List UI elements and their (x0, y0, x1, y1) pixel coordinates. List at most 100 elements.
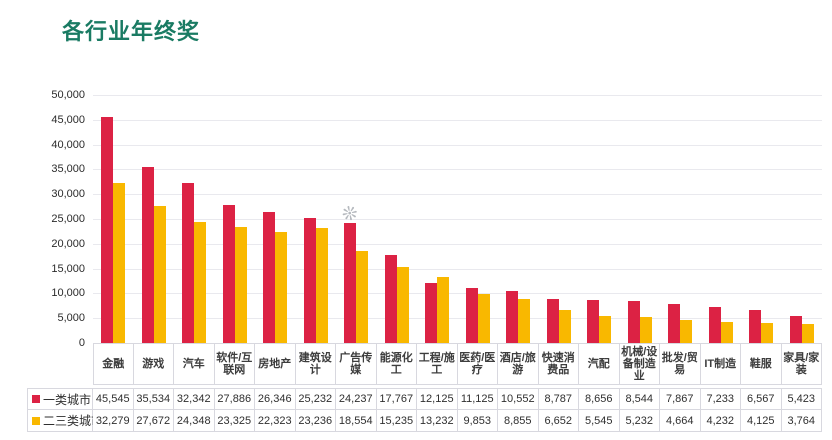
bar-series1-12 (587, 300, 600, 343)
table-value-s1-c10: 10,552 (498, 388, 539, 410)
table-value-s2-c6: 18,554 (336, 410, 377, 432)
table-row-series2: 二三类城市 32,279 27,672 24,348 23,325 22,323 23,23… (27, 410, 822, 432)
category-label-4: 房地产 (255, 343, 296, 385)
table-value-s2-c11: 6,652 (538, 410, 579, 432)
category-label-7: 能源化工 (376, 343, 417, 385)
y-axis-tick-label: 25,000 (51, 213, 85, 225)
bar-series2-14 (680, 319, 693, 343)
gridline (93, 169, 822, 171)
y-axis-tick-label: 50,000 (51, 89, 85, 101)
category-label-11: 快速消费品 (538, 343, 579, 385)
gridline (93, 119, 822, 121)
y-axis-tick-label: 45,000 (51, 113, 85, 126)
table-value-s1-c8: 12,125 (417, 388, 458, 410)
bar-series2-0 (113, 182, 126, 343)
bar-series2-4 (275, 232, 288, 343)
bar-series2-10 (518, 299, 531, 343)
category-label-5: 建筑设计 (295, 343, 336, 385)
bar-series1-7 (384, 254, 397, 343)
legend-label: 二三类城市 (43, 414, 104, 428)
table-value-s2-c17: 3,764 (781, 410, 822, 432)
bar-series2-13 (639, 317, 652, 343)
y-axis-tick-label: 20,000 (51, 237, 85, 250)
table-value-s1-c2: 32,342 (174, 388, 215, 410)
category-label-2: 汽车 (174, 343, 215, 385)
bar-series1-16 (749, 310, 762, 343)
bar-series1-17 (789, 316, 802, 343)
bar-series2-6 (356, 250, 369, 343)
y-axis-tick-label: 30,000 (51, 188, 85, 201)
category-label-10: 酒店/旅游 (498, 343, 539, 385)
bar-series1-10 (506, 290, 519, 343)
bar-series1-2 (182, 182, 195, 343)
bar-series1-15 (708, 307, 721, 343)
y-axis-tick-label: 0 (78, 337, 85, 349)
bar-series1-11 (546, 299, 559, 343)
legend-swatch-icon (32, 395, 40, 403)
bar-series2-15 (720, 322, 733, 343)
table-value-s2-c2: 24,348 (174, 410, 215, 432)
table-value-s1-c3: 27,886 (214, 388, 255, 410)
category-label-8: 工程/施工 (417, 343, 458, 385)
category-label-17: 家具/家装 (781, 343, 822, 385)
bar-series1-3 (222, 204, 235, 343)
gridline (93, 293, 822, 295)
y-axis-tick-label: 5,000 (57, 312, 85, 325)
table-value-s1-c5: 25,232 (295, 388, 336, 410)
legend-item-series1: 一类城市 (27, 388, 93, 410)
data-table: 一类城市 45,545 35,534 32,342 27,886 26,346 25,232… (27, 388, 822, 432)
table-value-s2-c5: 23,236 (295, 410, 336, 432)
table-row-series1: 一类城市 45,545 35,534 32,342 27,886 26,346 25,232… (27, 388, 822, 410)
table-value-s2-c15: 4,232 (700, 410, 741, 432)
gridline (93, 194, 822, 196)
legend-swatch-icon (32, 416, 40, 425)
category-label-3: 软件/互联网 (214, 343, 255, 385)
category-axis: 金融 游戏 汽车 软件/互联网 房地产 建筑设计 广告传媒 能源化工 工程/施工 医药/医疗 酒店/… (93, 343, 822, 385)
table-value-s2-c9: 9,853 (457, 410, 498, 432)
table-value-s1-c6: 24,237 (336, 388, 377, 410)
table-value-s2-c4: 22,323 (255, 410, 296, 432)
watermark-artifact: ❊ (339, 202, 360, 227)
legend-item-series2: 二三类城市 (27, 410, 103, 432)
y-axis-tick-label: 15,000 (51, 262, 85, 275)
bar-series2-7 (396, 267, 409, 343)
table-value-s2-c0: 32,279 (93, 410, 134, 432)
category-label-1: 游戏 (133, 343, 174, 385)
bar-series2-3 (234, 227, 247, 343)
gridline (93, 243, 822, 245)
category-label-9: 医药/医疗 (457, 343, 498, 385)
bar-series2-9 (477, 294, 490, 343)
bar-series1-8 (425, 282, 438, 343)
table-value-s2-c13: 5,232 (619, 410, 660, 432)
table-value-s1-c12: 8,656 (579, 388, 620, 410)
bar-series2-5 (315, 227, 328, 343)
table-value-s2-c16: 4,125 (741, 410, 782, 432)
category-label-6: 广告传媒 (336, 343, 377, 385)
bar-series2-1 (153, 205, 166, 343)
category-label-0: 金融 (93, 343, 134, 385)
table-value-s1-c16: 6,567 (741, 388, 782, 410)
y-axis-tick-label: 35,000 (51, 163, 85, 176)
gridline (93, 95, 822, 96)
bar-series1-13 (627, 300, 640, 343)
bar-series1-4 (263, 212, 276, 343)
table-value-s1-c17: 5,423 (781, 388, 822, 410)
bar-series1-5 (303, 217, 316, 343)
table-value-s1-c9: 11,125 (457, 388, 498, 410)
table-value-s2-c8: 13,232 (417, 410, 458, 432)
table-value-s1-c15: 7,233 (700, 388, 741, 410)
category-label-14: 批发/贸易 (660, 343, 701, 385)
bar-series1-0 (101, 117, 114, 343)
category-label-15: IT制造 (700, 343, 741, 385)
category-label-13: 机械/设备制造业 (619, 343, 660, 385)
bar-series2-16 (761, 322, 774, 343)
bar-series1-14 (668, 303, 681, 343)
table-value-s1-c11: 8,787 (538, 388, 579, 410)
gridline (93, 144, 822, 146)
table-value-s2-c10: 8,855 (498, 410, 539, 432)
table-value-s2-c7: 15,235 (376, 410, 417, 432)
table-value-s2-c14: 4,664 (660, 410, 701, 432)
table-value-s2-c1: 27,672 (133, 410, 174, 432)
bar-series2-2 (194, 222, 207, 343)
bar-series1-1 (141, 166, 154, 343)
